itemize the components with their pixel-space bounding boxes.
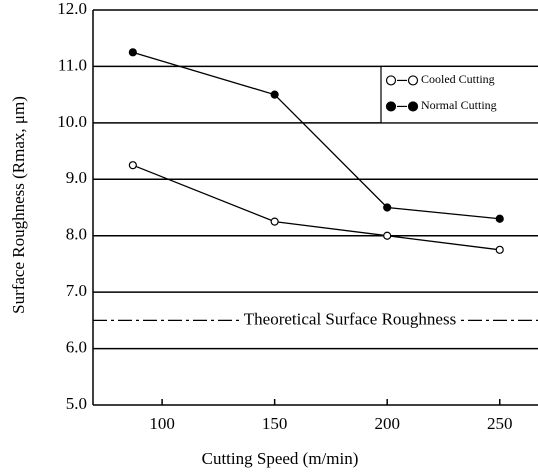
reference-label-bg <box>240 309 460 329</box>
data-point <box>495 245 504 254</box>
y-tick-label: 5.0 <box>66 394 87 413</box>
data-point <box>128 161 137 170</box>
legend-label: Cooled Cutting <box>421 72 495 86</box>
x-axis-label: Cutting Speed (m/min) <box>202 449 359 468</box>
x-tick-label: 250 <box>487 414 513 433</box>
y-axis-label: Surface Roughness (Rmax, μm) <box>9 96 28 314</box>
data-point <box>383 231 392 240</box>
x-tick-label: 200 <box>374 414 400 433</box>
x-tick-label: 150 <box>262 414 288 433</box>
legend-label: Normal Cutting <box>421 98 497 112</box>
legend-box <box>380 65 538 124</box>
legend-marker <box>385 75 397 86</box>
legend-marker <box>407 75 419 86</box>
y-tick-label: 9.0 <box>66 168 87 187</box>
y-tick-label: 8.0 <box>66 225 87 244</box>
reference-label: Theoretical Surface Roughness <box>244 309 456 328</box>
y-tick-label: 11.0 <box>58 55 87 74</box>
y-tick-label: 12.0 <box>57 0 87 18</box>
legend-marker <box>407 101 419 112</box>
data-point <box>128 48 137 57</box>
data-point <box>270 217 279 226</box>
series-line <box>132 51 500 220</box>
legend-marker <box>385 101 397 112</box>
y-tick-label: 7.0 <box>66 281 87 300</box>
x-tick-label: 100 <box>149 414 175 433</box>
data-point <box>383 203 392 212</box>
y-tick-label: 10.0 <box>57 112 87 131</box>
y-tick-label: 6.0 <box>66 337 87 356</box>
series-line <box>132 164 500 251</box>
data-point <box>270 90 279 99</box>
data-point <box>495 214 504 223</box>
